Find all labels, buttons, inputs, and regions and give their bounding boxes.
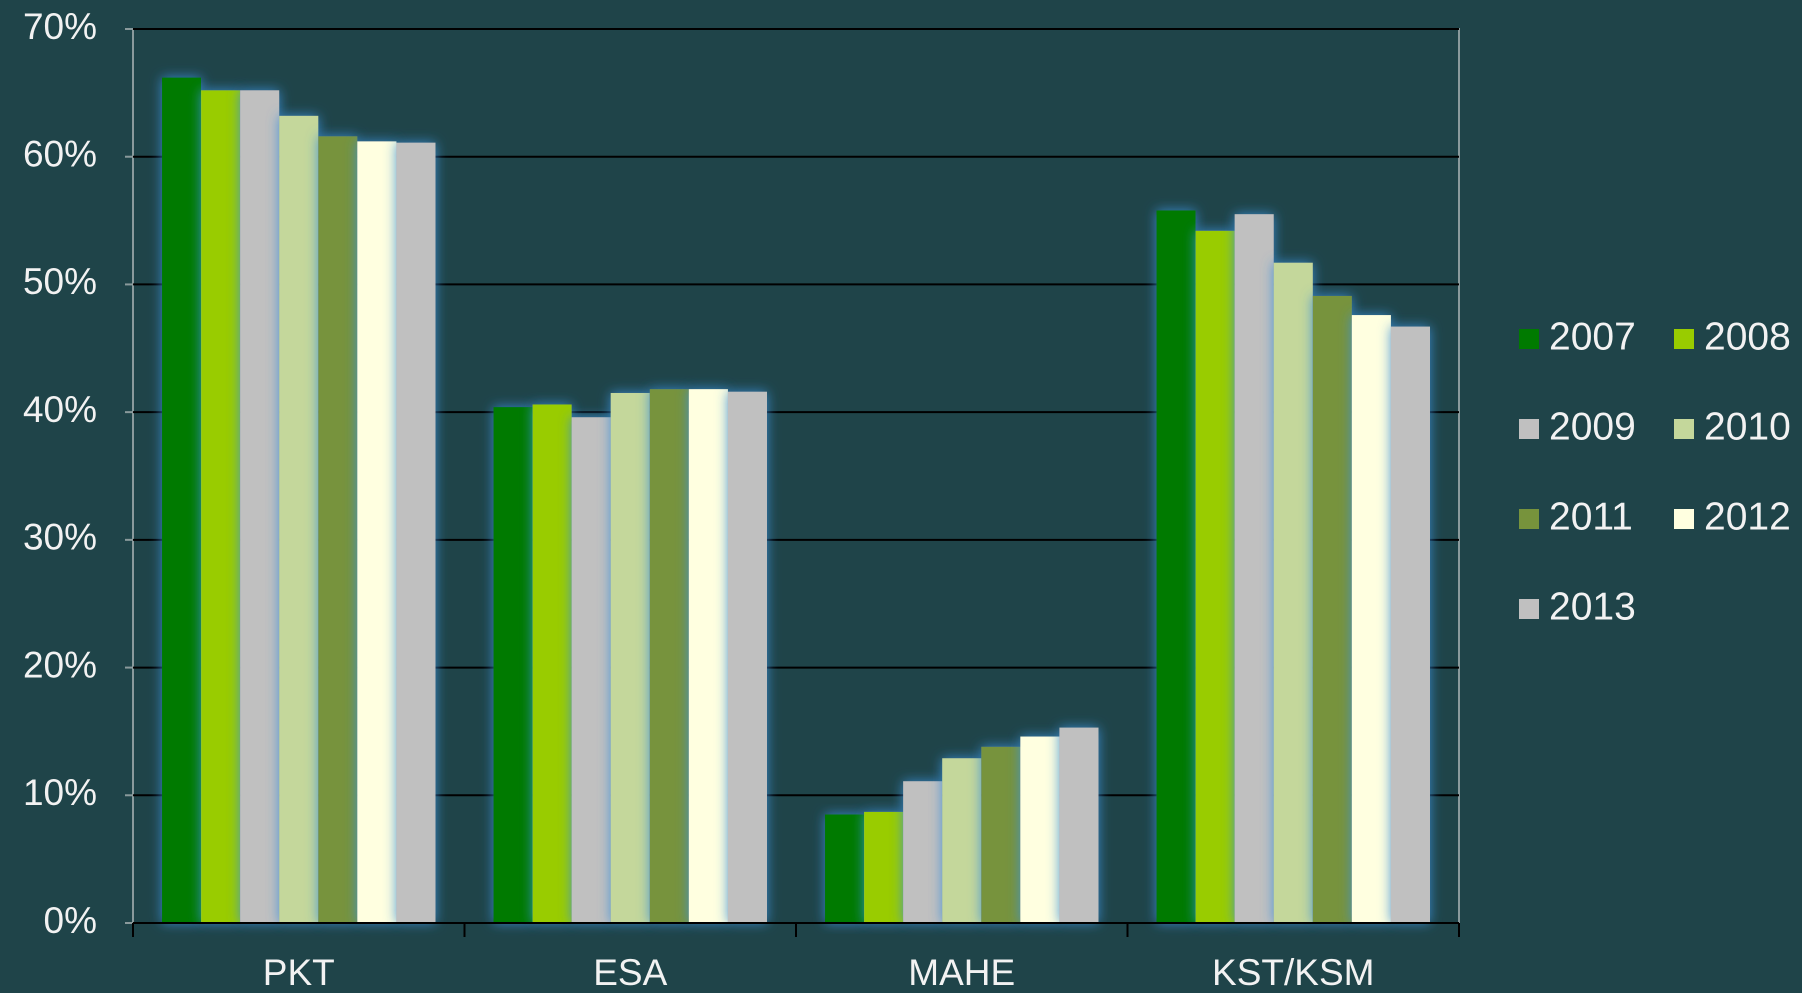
bar (727, 391, 767, 923)
legend-label: 2010 (1704, 405, 1791, 448)
bar (532, 404, 572, 924)
legend-label: 2013 (1549, 585, 1636, 628)
bar (649, 389, 689, 923)
y-tick-label: 60% (23, 133, 97, 174)
bar (279, 115, 319, 924)
x-tick-label: ESA (593, 952, 667, 993)
bar (864, 811, 904, 923)
y-tick-label: 20% (23, 644, 97, 685)
bar (981, 746, 1021, 923)
x-tick-label: MAHE (908, 952, 1015, 993)
y-tick-label: 10% (23, 772, 97, 813)
y-tick-label: 50% (23, 261, 97, 302)
bar (493, 407, 533, 923)
y-tick-label: 40% (23, 389, 97, 430)
legend-label: 2011 (1549, 495, 1633, 538)
legend-swatch (1674, 329, 1694, 349)
bar (1156, 210, 1196, 924)
legend-swatch (1674, 509, 1694, 529)
bar (610, 392, 650, 923)
x-tick-label: PKT (263, 952, 335, 993)
bar (1351, 315, 1391, 924)
bar (1273, 262, 1313, 923)
bar (571, 417, 611, 923)
bar (825, 814, 865, 923)
legend-label: 2009 (1549, 405, 1636, 448)
bar (1312, 295, 1352, 923)
bar (162, 77, 202, 923)
bar (357, 141, 397, 924)
legend-swatch (1674, 419, 1694, 439)
bar (240, 90, 280, 923)
y-tick-label: 0% (44, 900, 97, 941)
bar (1020, 736, 1060, 923)
legend-label: 2008 (1704, 315, 1791, 358)
bar (1195, 230, 1235, 923)
bar (942, 758, 982, 923)
bar (1234, 214, 1274, 923)
bar (396, 142, 436, 923)
legend-swatch (1519, 509, 1539, 529)
bar (1059, 727, 1099, 923)
bar (688, 389, 728, 923)
bar (318, 136, 358, 923)
legend-swatch (1519, 599, 1539, 619)
bar (201, 90, 241, 923)
y-tick-label: 70% (23, 6, 97, 47)
y-tick-label: 30% (23, 517, 97, 558)
bar (1390, 326, 1430, 923)
bar (903, 781, 943, 923)
x-tick-label: KST/KSM (1212, 952, 1374, 993)
legend-label: 2007 (1549, 315, 1636, 358)
legend-label: 2012 (1704, 495, 1791, 538)
legend-swatch (1519, 419, 1539, 439)
legend-swatch (1519, 329, 1539, 349)
